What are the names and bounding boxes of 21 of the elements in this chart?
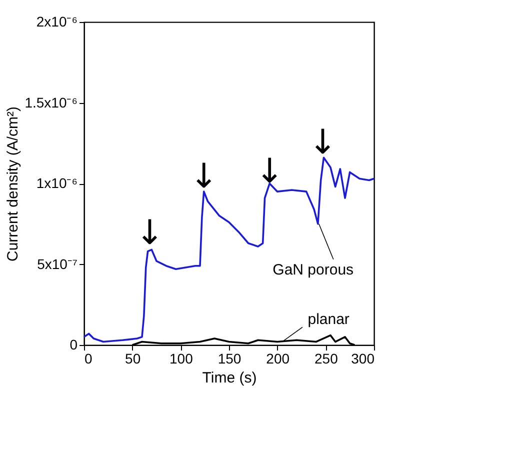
x-tick-label: 200 <box>266 350 290 366</box>
y-tick-label: 1x10⁻⁶ <box>36 175 78 191</box>
y-tick-label: 1.5x10⁻⁶ <box>24 94 78 110</box>
y-tick-label: 0 <box>70 336 78 352</box>
y-axis-title: Current density (A/cm²) <box>4 106 22 262</box>
x-tick-label: 50 <box>125 350 141 366</box>
annotation: ↓ <box>135 212 164 253</box>
annotation: ↓ <box>190 156 218 196</box>
y-tick-label: 5x10⁻⁷ <box>37 256 78 272</box>
annotation: ↓ <box>255 152 284 192</box>
annotation: GaN porous <box>272 261 354 278</box>
annotation: ↓ <box>308 122 338 162</box>
x-tick-label: 250 <box>314 350 338 366</box>
x-tick-label: 300 <box>351 350 375 366</box>
x-axis-title: Time (s) <box>202 370 257 386</box>
x-tick-label: 150 <box>218 350 242 366</box>
y-tick-label: 2x10⁻⁶ <box>36 14 78 30</box>
annotation: planar <box>308 311 350 328</box>
line-series <box>83 156 375 343</box>
x-tick-label: 100 <box>169 350 194 366</box>
x-tick-label: 0 <box>84 350 92 366</box>
